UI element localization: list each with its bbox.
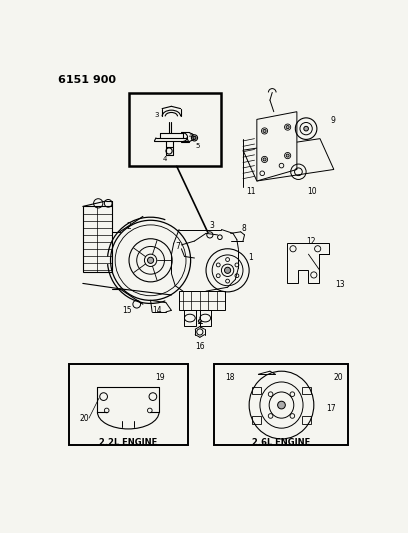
Bar	[83, 206, 112, 272]
Text: 12: 12	[306, 237, 316, 246]
Bar	[184, 310, 196, 326]
Polygon shape	[243, 139, 334, 181]
Text: 20: 20	[80, 414, 89, 423]
Bar	[214, 364, 348, 445]
Text: 17: 17	[326, 403, 335, 413]
Text: 10: 10	[308, 187, 317, 196]
Circle shape	[286, 154, 289, 157]
Text: 11: 11	[246, 187, 255, 196]
Circle shape	[286, 126, 289, 128]
Polygon shape	[257, 112, 297, 181]
Text: 4: 4	[162, 156, 166, 161]
Bar	[129, 93, 222, 166]
Bar	[251, 386, 261, 394]
Circle shape	[148, 257, 154, 263]
Circle shape	[198, 320, 202, 322]
Bar	[251, 416, 261, 424]
Polygon shape	[287, 243, 329, 282]
Circle shape	[277, 401, 285, 409]
Circle shape	[224, 267, 231, 273]
Circle shape	[263, 130, 266, 133]
Bar	[69, 364, 188, 445]
Text: 16: 16	[195, 342, 205, 351]
Text: 1: 1	[248, 254, 253, 262]
Text: 14: 14	[153, 306, 162, 315]
Bar	[302, 386, 311, 394]
Bar	[179, 291, 225, 310]
Text: 18: 18	[225, 374, 235, 383]
Circle shape	[193, 136, 196, 140]
Circle shape	[304, 126, 308, 131]
Text: 13: 13	[335, 280, 345, 289]
Text: 2.6L ENGINE: 2.6L ENGINE	[253, 438, 310, 447]
Text: 19: 19	[155, 374, 165, 383]
Text: 6151 900: 6151 900	[58, 75, 116, 85]
Text: 8: 8	[242, 224, 246, 233]
Circle shape	[263, 158, 266, 161]
Text: 3: 3	[210, 221, 215, 230]
Text: 9: 9	[330, 116, 335, 125]
Bar	[302, 416, 311, 424]
Text: 5: 5	[195, 143, 200, 149]
Bar	[200, 310, 211, 326]
Text: 2: 2	[126, 222, 131, 231]
Text: 7: 7	[175, 242, 180, 251]
Ellipse shape	[249, 371, 314, 439]
Text: 20: 20	[334, 374, 343, 383]
Text: 2.2L ENGINE: 2.2L ENGINE	[99, 438, 157, 447]
Text: 15: 15	[122, 306, 131, 315]
Text: 3: 3	[155, 112, 159, 118]
Text: 4: 4	[189, 133, 193, 139]
